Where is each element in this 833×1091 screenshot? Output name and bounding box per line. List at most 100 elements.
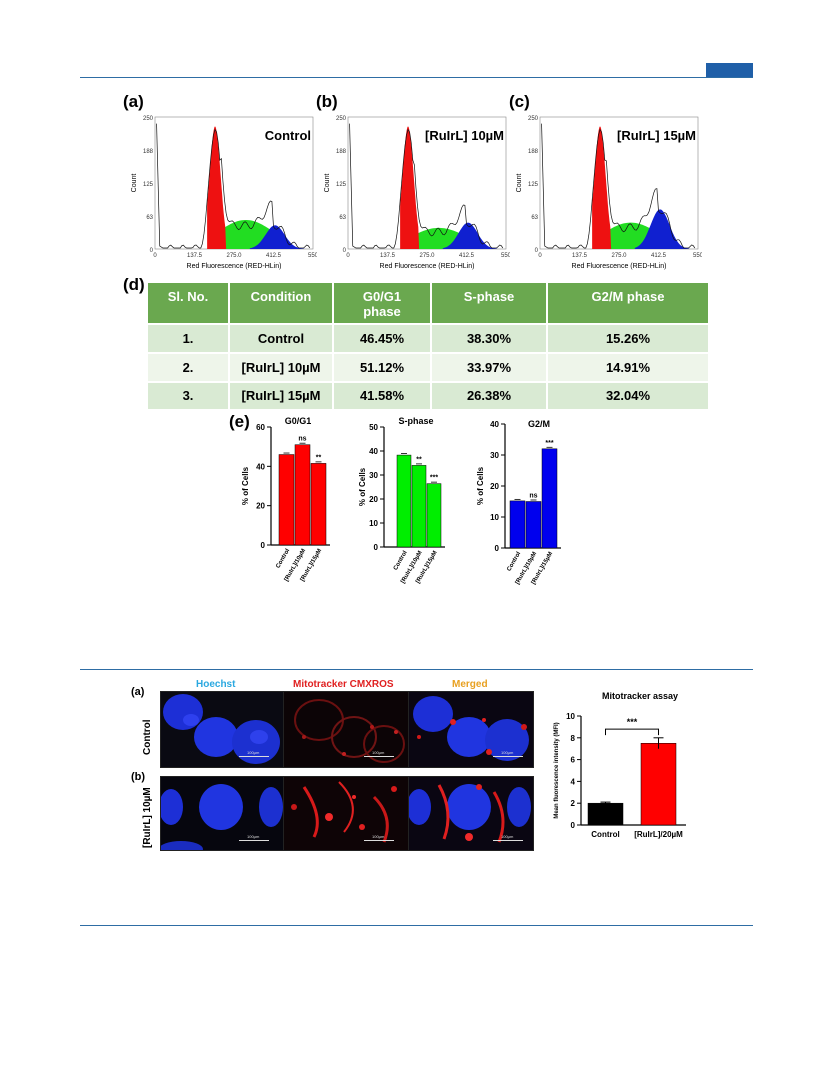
header-condition: Condition [229,283,334,324]
significance-label: ns [529,493,537,500]
g0g1-peak [400,126,420,249]
bar [411,465,427,548]
significance-label: *** [430,475,438,482]
page-badge [706,63,753,77]
panel-2a-letter: (a) [131,686,145,698]
histogram-trace [541,123,696,249]
scale-bar [493,756,523,757]
y-tick-label: 4 [571,777,576,786]
y-tick-label: 10 [490,513,499,522]
y-tick-label: 60 [256,423,265,432]
chart-title: G2/M [528,419,550,429]
x-tick-label: 550 [501,253,510,259]
histogram-trace [349,123,504,249]
col-label-hoechst: Hoechst [196,679,236,690]
y-tick-label: 30 [490,451,499,460]
x-tick-label: 550 [308,253,317,259]
y-tick-label: 125 [336,182,347,188]
significance-label: ** [416,456,422,463]
y-tick-label: 250 [336,116,347,122]
table-cell: 3. [148,380,230,409]
table-cell: 26.38% [431,380,548,409]
bar [640,743,677,826]
y-tick-label: 250 [143,116,154,122]
y-tick-label: 188 [528,149,539,155]
histogram-title: [RuIrL] 15µM [617,128,696,143]
bar [541,448,558,549]
scale-bar-label: 100µm [372,750,385,755]
header-sphase: S-phase [431,283,548,324]
table-cell: 33.97% [431,351,548,382]
y-tick-label: 188 [143,149,154,155]
histogram-title: [RuIrL] 10µM [425,128,504,143]
x-tick-label: Control [506,551,522,573]
image-control-merged: 100µm [408,691,534,768]
image-ruirl-hoechst: 100µm [160,776,284,851]
x-tick-label: 137.5 [380,253,396,259]
header-g0g1-text: G0/G1 phase [362,289,402,319]
table-cell: 32.04% [547,380,710,409]
bar [310,463,327,546]
bar [587,802,624,826]
significance-label: *** [627,717,638,727]
table-cell: [RuIrL] 15µM [229,380,334,409]
y-axis-label: Count [131,174,138,193]
y-axis-label: % of Cells [241,466,250,505]
y-tick-label: 10 [369,519,378,528]
bottom-rule [80,925,753,926]
mito-graphic [294,699,405,763]
y-tick-label: 40 [256,462,265,471]
header-g0g1: G0/G1 phase [333,283,432,324]
table-cell: 41.58% [333,380,432,409]
x-axis-label: Red Fluorescence (RED-HLin) [380,263,475,270]
y-tick-label: 0 [495,544,500,553]
header-slno: Sl. No. [148,283,230,324]
x-tick-label: 137.5 [572,253,588,259]
col-label-merged: Merged [452,679,488,690]
panel-2b-letter: (b) [131,771,146,783]
cell-cycle-table: Sl. No. Condition G0/G1 phase S-phase G2… [148,283,710,409]
image-ruirl-merged: 100µm [408,776,534,851]
y-tick-label: 0 [374,543,379,552]
section-rule [80,669,753,670]
scale-bar [493,840,523,841]
panel-a-letter: (a) [123,92,144,111]
x-tick-label: 275.0 [226,253,242,259]
bar [278,454,295,546]
histogram-2: 250 188 125 63 00 137.5 275.0 412.5 550 Count Red … [324,116,510,270]
g2m-peak [634,209,691,249]
y-tick-label: 63 [146,215,153,221]
scale-bar [364,840,394,841]
image-control-mitotracker: 100µm [283,691,409,768]
chart-title: S-phase [398,416,433,426]
chart-title: G0/G1 [285,416,312,426]
y-tick-label: 10 [566,712,575,721]
x-tick-label: 0 [538,253,542,259]
g0g1-peak [207,126,227,249]
mito-graphic [291,781,397,843]
y-tick-label: 63 [339,215,346,221]
y-axis-label: % of Cells [358,467,367,506]
panel-c-letter: (c) [509,92,530,111]
x-tick-label: 412.5 [266,253,282,259]
table-cell: 15.26% [547,323,710,353]
g2m-peak [249,225,306,249]
g0g1-peak [592,126,612,249]
y-tick-label: 2 [571,799,576,808]
histogram-trace [156,123,311,249]
scale-bar [239,840,269,841]
y-tick-label: 20 [256,502,265,511]
y-tick-label: 20 [490,482,499,491]
table-cell: 14.91% [547,351,710,382]
row-label-ruirl: [RuIrL] 10µM [142,787,153,848]
panel-e-letter: (e) [229,412,250,431]
y-tick-label: 40 [490,420,499,429]
bar [426,483,442,548]
x-axis-label: Red Fluorescence (RED-HLin) [187,263,282,270]
y-axis-label: % of Cells [476,466,485,505]
merged-graphic [409,784,531,843]
merged-graphic [413,696,529,761]
y-tick-label: 40 [369,447,378,456]
